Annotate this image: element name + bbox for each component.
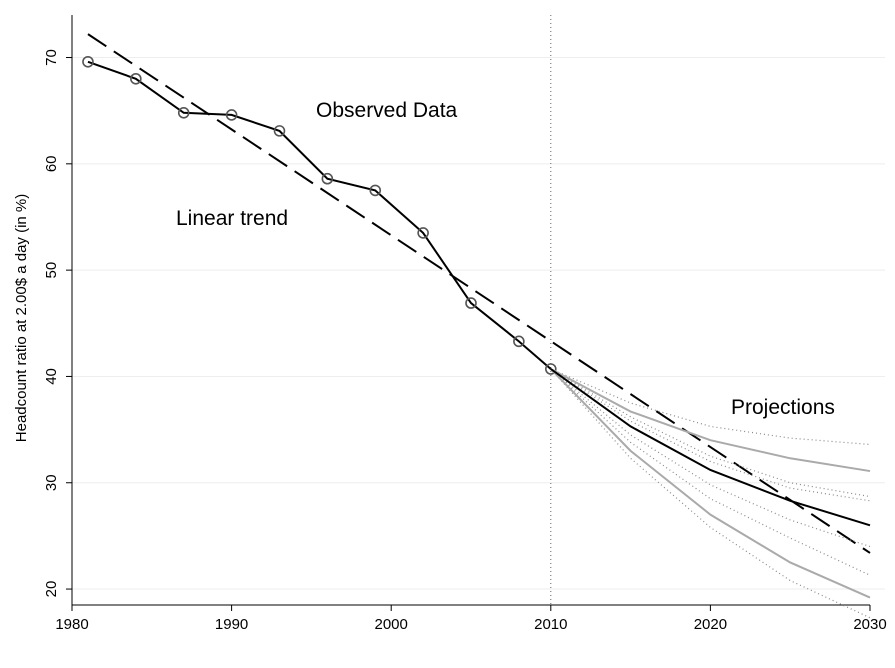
marker xyxy=(513,335,525,348)
series-line xyxy=(87,60,552,370)
x-tick-label: 2020 xyxy=(694,616,727,633)
y-tick-label: 30 xyxy=(43,474,60,491)
marker xyxy=(273,125,286,137)
series-line xyxy=(550,368,871,576)
marker xyxy=(417,227,429,239)
marker xyxy=(225,109,238,121)
x-tick-label: 1980 xyxy=(55,616,88,633)
marker xyxy=(465,297,477,309)
y-tick-label: 20 xyxy=(43,581,60,598)
y-tick-label: 70 xyxy=(43,49,60,66)
x-tick-label: 2030 xyxy=(853,616,886,633)
series-line xyxy=(550,368,871,527)
series-line xyxy=(87,33,871,554)
series-line xyxy=(550,368,871,599)
x-tick-label: 2010 xyxy=(534,616,567,633)
marker xyxy=(369,184,382,197)
series-line xyxy=(550,368,871,473)
y-axis-label: Headcount ratio at 2.00$ a day (in %) xyxy=(13,194,30,442)
marker xyxy=(177,107,190,119)
x-tick-label: 2000 xyxy=(375,616,408,633)
annotation: Linear trend xyxy=(176,207,288,230)
x-tick-label: 1990 xyxy=(215,616,248,633)
series-line xyxy=(550,368,871,548)
annotation: Observed Data xyxy=(316,99,458,122)
y-tick-label: 50 xyxy=(43,262,60,279)
marker xyxy=(130,72,142,85)
series-line xyxy=(550,368,871,502)
marker xyxy=(544,363,557,375)
y-tick-label: 40 xyxy=(43,368,60,385)
marker xyxy=(82,55,94,68)
y-tick-label: 60 xyxy=(43,155,60,172)
annotation: Projections xyxy=(731,396,835,419)
marker xyxy=(321,172,334,185)
